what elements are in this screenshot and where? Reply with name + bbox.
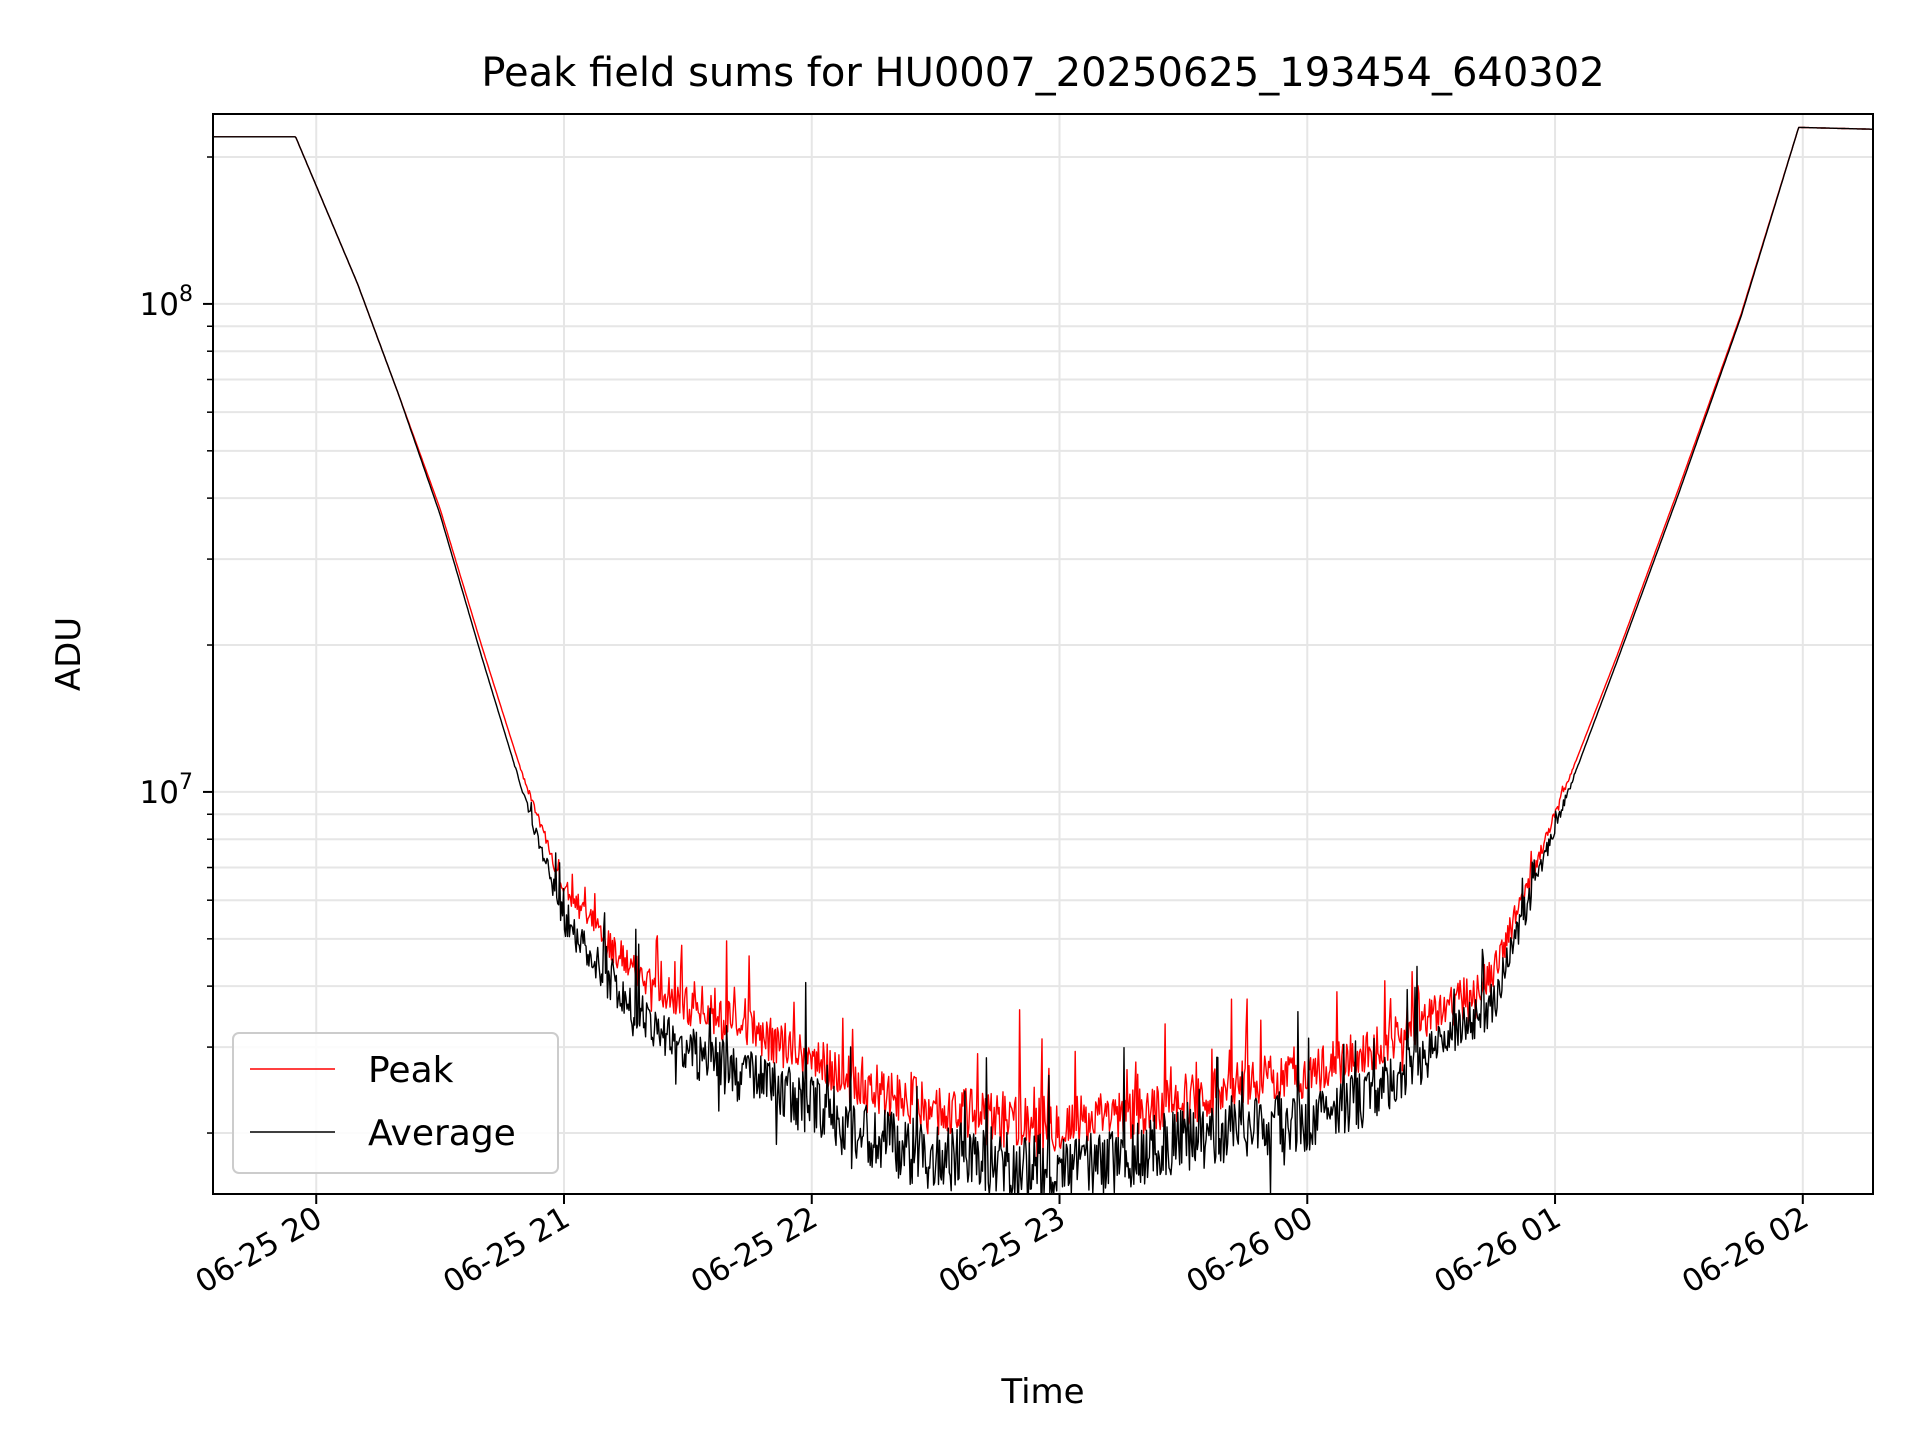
x-axis-label: Time <box>1000 1372 1084 1412</box>
chart-title: Peak field sums for HU0007_20250625_1934… <box>481 50 1604 96</box>
legend-box <box>232 1032 559 1174</box>
legend-label-peak: Peak <box>368 1050 454 1091</box>
y-tick-label: 107 <box>140 770 193 811</box>
grid <box>213 114 1873 1194</box>
series-layer <box>213 126 1873 1195</box>
y-tick-label: 108 <box>140 282 193 323</box>
plot-frame <box>212 113 1874 1195</box>
y-axis-label: ADU <box>49 617 89 691</box>
legend-label-average: Average <box>368 1113 516 1154</box>
legend: Peak Average <box>232 1032 559 1174</box>
series-line-average <box>213 126 1873 1195</box>
